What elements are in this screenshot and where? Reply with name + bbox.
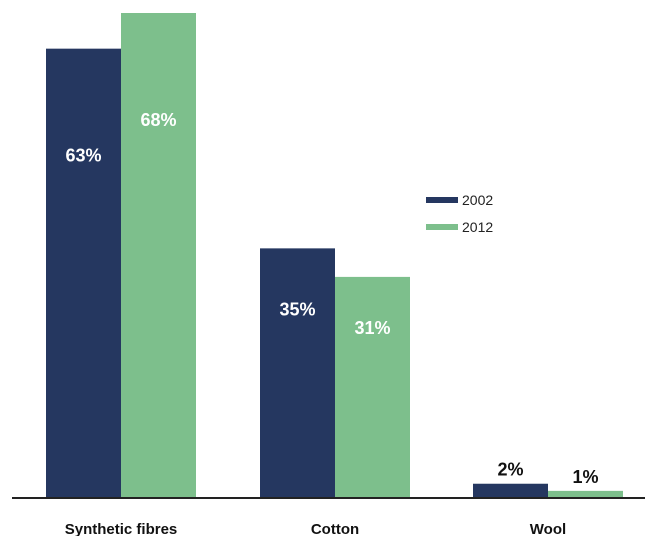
bar-2002-2 [473, 483, 548, 498]
value-label-2002-2: 2% [497, 460, 523, 480]
legend-swatch-2012 [426, 224, 458, 230]
x-tick-label-0: Synthetic fibres [65, 521, 178, 536]
bar-2012-2 [548, 490, 623, 498]
bar-2012-0 [121, 13, 196, 498]
bar-2002-0 [46, 48, 121, 498]
x-tick-label-1: Cotton [311, 521, 359, 536]
value-label-2002-0: 63% [65, 146, 101, 166]
value-label-2002-1: 35% [279, 299, 315, 319]
value-labels-group: 63% 68% 35% 31% 2% 1% [65, 110, 598, 487]
bar-2012-1 [335, 276, 410, 498]
value-label-2012-2: 1% [572, 467, 598, 487]
value-label-2012-1: 31% [354, 318, 390, 338]
x-tick-label-2: Wool [530, 521, 566, 536]
legend-swatch-2002 [426, 197, 458, 203]
legend: 2002 2012 [426, 192, 493, 235]
bars-group [46, 13, 623, 498]
bar-2002-1 [260, 248, 335, 498]
legend-label-2002: 2002 [462, 192, 493, 208]
legend-label-2012: 2012 [462, 219, 493, 235]
x-tick-labels-group: Synthetic fibres Cotton Wool [65, 521, 566, 538]
value-label-2012-0: 68% [140, 110, 176, 130]
